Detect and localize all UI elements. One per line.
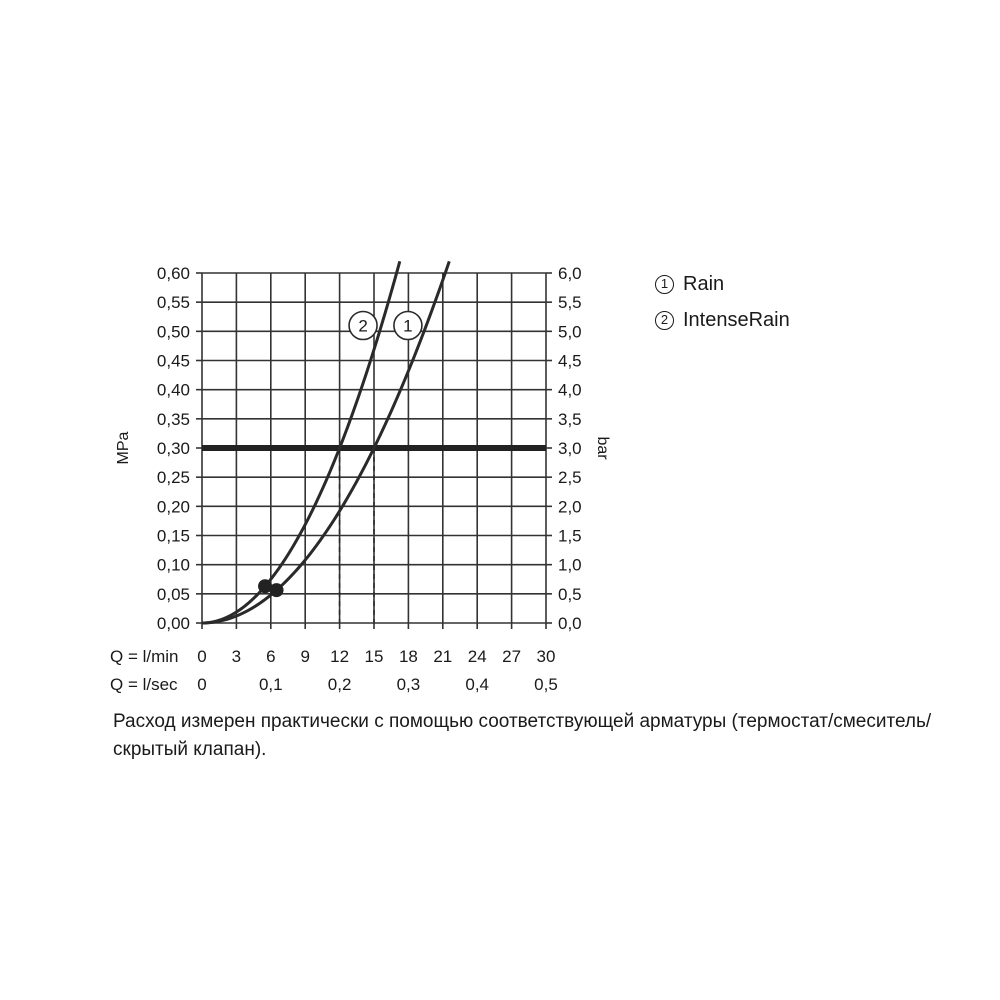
x-row2-tick-label: 0,1 (259, 675, 283, 694)
y-left-tick-label: 0,55 (157, 293, 190, 312)
x-row1-tick-label: 27 (502, 647, 521, 666)
legend-label-intenserain: IntenseRain (683, 309, 790, 331)
x-row1-tick-label: 24 (468, 647, 487, 666)
y-right-tick-label: 2,5 (558, 468, 582, 487)
x-row2-tick-label: 0,2 (328, 675, 352, 694)
y-right-tick-label: 5,0 (558, 322, 582, 341)
y-right-tick-label: 0,5 (558, 585, 582, 604)
curve-label-circle-intenserain (348, 310, 378, 341)
x-row1-tick-label: 9 (300, 647, 309, 666)
y-right-tick-label: 3,5 (558, 410, 582, 429)
y-left-tick-label: 0,50 (157, 322, 190, 341)
x-row2-tick-label: 0,3 (397, 675, 421, 694)
y-right-tick-label: 1,5 (558, 527, 582, 546)
y-left-tick-label: 0,35 (157, 410, 190, 429)
y-left-tick-label: 0,00 (157, 614, 190, 633)
curve-label-circle-rain (393, 310, 423, 341)
x-row1-axis-label: Q = l/min (110, 647, 179, 666)
y-right-tick-label: 5,5 (558, 293, 582, 312)
x-row2-axis-label: Q = l/sec (110, 675, 178, 694)
y-right-tick-label: 2,0 (558, 497, 582, 516)
y-left-tick-label: 0,40 (157, 381, 190, 400)
x-row1-tick-label: 12 (330, 647, 349, 666)
x-row1-tick-label: 18 (399, 647, 418, 666)
legend-item-intenserain: 2 IntenseRain (655, 308, 790, 332)
y-right-axis-label: bar (594, 436, 611, 460)
x-row1-tick-label: 30 (537, 647, 556, 666)
legend: 1 Rain 2 IntenseRain (655, 272, 790, 344)
y-right-tick-label: 6,0 (558, 264, 582, 283)
curve-label-intenserain: 2 (358, 317, 367, 336)
y-left-axis-label: MPa (115, 431, 132, 464)
curve-label-rain: 1 (403, 317, 412, 336)
curve-rain (201, 260, 451, 625)
point-rain (269, 583, 284, 598)
curve-intenserain (201, 260, 402, 625)
y-left-tick-label: 0,20 (157, 497, 190, 516)
y-left-tick-label: 0,60 (157, 264, 190, 283)
point-intenserain (258, 579, 273, 594)
y-right-tick-label: 4,5 (558, 352, 582, 371)
y-left-tick-label: 0,15 (157, 527, 190, 546)
legend-label-rain: Rain (683, 273, 725, 295)
y-left-tick-label: 0,05 (157, 585, 190, 604)
curves: 12 (201, 260, 451, 625)
legend-item-rain: 1 Rain (655, 272, 790, 296)
y-left-tick-label: 0,10 (157, 556, 190, 575)
x-row1-tick-label: 6 (266, 647, 275, 666)
y-left-tick-label: 0,45 (157, 352, 190, 371)
x-row1-tick-label: 3 (232, 647, 241, 666)
x-row1-tick-label: 15 (365, 647, 384, 666)
y-right-tick-label: 3,0 (558, 439, 582, 458)
legend-number-1: 1 (655, 274, 674, 294)
y-right-tick-label: 0,0 (558, 614, 582, 633)
y-right-tick-label: 1,0 (558, 556, 582, 575)
x-row2-tick-label: 0,5 (534, 675, 558, 694)
x-row2-tick-label: 0 (197, 675, 206, 694)
y-left-tick-label: 0,25 (157, 468, 190, 487)
x-row1-tick-label: 0 (197, 647, 206, 666)
legend-number-2: 2 (655, 310, 674, 330)
x-row1-tick-label: 21 (433, 647, 452, 666)
x-row2-tick-label: 0,4 (465, 675, 489, 694)
measurement-note: Расход измерен практически с помощью соо… (113, 711, 932, 760)
tick-labels: 0,000,050,100,150,200,250,300,350,400,45… (110, 264, 611, 694)
y-left-tick-label: 0,30 (157, 439, 190, 458)
y-right-tick-label: 4,0 (558, 381, 582, 400)
